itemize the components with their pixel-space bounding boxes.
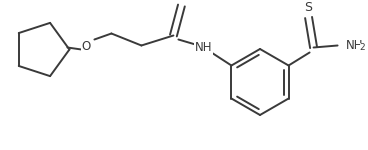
Text: 2: 2 (360, 43, 365, 52)
Text: O: O (82, 40, 91, 53)
Text: NH: NH (195, 41, 212, 54)
Text: S: S (305, 1, 312, 14)
Text: NH: NH (346, 39, 363, 52)
Text: O: O (177, 0, 186, 2)
